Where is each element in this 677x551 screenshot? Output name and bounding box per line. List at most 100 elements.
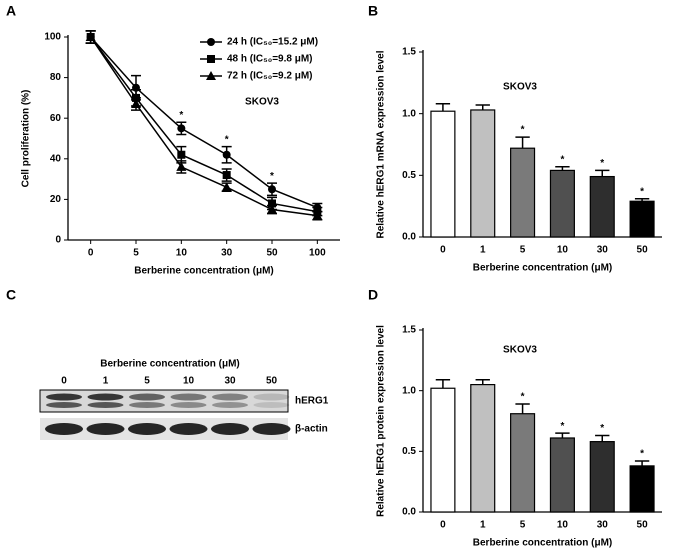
bar xyxy=(510,413,536,513)
marker xyxy=(312,210,323,220)
lane-label: 50 xyxy=(266,376,278,387)
series-line xyxy=(90,36,318,213)
band xyxy=(169,423,208,435)
x-tick-label: 0 xyxy=(88,248,94,259)
x-tick-label: 50 xyxy=(637,245,649,256)
panel-letter: B xyxy=(368,3,378,19)
y-tick-label: 80 xyxy=(50,72,62,83)
significance: * xyxy=(521,125,525,136)
x-tick-label: 1 xyxy=(480,245,486,256)
y-tick-label: 1.5 xyxy=(402,325,416,336)
lane-label: 5 xyxy=(144,376,150,387)
band xyxy=(128,423,166,435)
band xyxy=(45,423,83,435)
band xyxy=(129,402,165,408)
bar xyxy=(470,109,496,238)
band xyxy=(211,423,249,435)
row-label: hERG1 xyxy=(295,396,329,407)
band xyxy=(87,393,124,401)
y-axis-label: Relative hERG1 protein expression level xyxy=(376,325,387,517)
bar xyxy=(629,465,655,513)
significance: * xyxy=(600,423,604,434)
marker xyxy=(177,150,186,159)
error-bar xyxy=(595,434,610,442)
y-tick-label: 0.5 xyxy=(402,446,416,457)
x-tick-label: 1 xyxy=(480,520,486,531)
marker xyxy=(85,32,96,41)
error-bar xyxy=(634,460,650,466)
y-tick-label: 60 xyxy=(50,113,62,124)
lane-label: 0 xyxy=(61,376,67,387)
x-tick-label: 0 xyxy=(440,245,446,256)
error-bar xyxy=(435,103,451,112)
x-tick-label: 30 xyxy=(597,520,609,531)
x-tick-label: 10 xyxy=(176,248,188,259)
x-tick-label: 100 xyxy=(309,248,326,259)
x-tick-label: 0 xyxy=(440,520,446,531)
marker xyxy=(177,124,186,133)
marker xyxy=(207,38,215,46)
band xyxy=(87,402,124,408)
legend-label: 24 h (IC₅₀=15.2 μM) xyxy=(227,37,318,48)
band xyxy=(252,423,291,435)
bar xyxy=(430,110,456,238)
panel-letter: D xyxy=(368,287,378,303)
legend-label: 48 h (IC₅₀=9.8 μM) xyxy=(227,54,313,65)
significance: * xyxy=(179,110,183,121)
series-line xyxy=(90,36,318,209)
y-tick-label: 0 xyxy=(55,235,61,246)
band xyxy=(253,402,290,408)
blot-panel: C Berberine concentration (μM) xyxy=(6,287,289,440)
lane-label: 10 xyxy=(183,376,195,387)
marker xyxy=(268,199,276,208)
error-bar xyxy=(634,198,650,202)
annotation: SKOV3 xyxy=(503,82,537,93)
error-bar xyxy=(435,378,451,389)
error-bar xyxy=(515,403,530,414)
band xyxy=(86,423,125,435)
significance: * xyxy=(560,421,564,432)
marker xyxy=(176,161,187,171)
y-tick-label: 100 xyxy=(44,32,61,43)
bar xyxy=(470,384,496,513)
error-bar xyxy=(555,432,570,438)
error-bar xyxy=(475,378,490,385)
bar xyxy=(549,437,575,513)
panel-letter: C xyxy=(6,287,16,303)
x-tick-label: 5 xyxy=(520,245,526,256)
marker xyxy=(131,98,141,108)
x-tick-label: 10 xyxy=(557,520,569,531)
error-bar xyxy=(515,136,530,149)
x-axis-label: Berberine concentration (μM) xyxy=(473,538,612,549)
panel-letter: A xyxy=(6,3,16,19)
marker xyxy=(221,182,232,192)
bar xyxy=(510,147,536,238)
band xyxy=(129,393,165,401)
marker xyxy=(222,150,231,159)
y-axis-label: Cell proliferation (%) xyxy=(21,90,32,188)
x-tick-label: 30 xyxy=(221,248,233,259)
x-tick-label: 50 xyxy=(637,520,649,531)
y-axis-label: Relative hERG1 mRNA expression level xyxy=(376,50,387,238)
y-tick-label: 20 xyxy=(50,194,62,205)
bar xyxy=(589,175,615,238)
significance: * xyxy=(521,392,525,403)
annotation: SKOV3 xyxy=(503,345,537,356)
x-axis-label: Berberine concentration (μM) xyxy=(134,266,273,277)
x-tick-label: 5 xyxy=(520,520,526,531)
blot-strip xyxy=(39,389,289,413)
y-tick-label: 0.0 xyxy=(402,232,416,243)
bar xyxy=(629,200,655,238)
x-tick-label: 50 xyxy=(266,248,278,259)
legend-label: 72 h (IC₅₀=9.2 μM) xyxy=(227,71,313,82)
y-tick-label: 1.5 xyxy=(402,47,416,58)
series-line xyxy=(90,36,318,217)
y-tick-label: 0.5 xyxy=(402,170,416,181)
band xyxy=(253,393,290,401)
y-tick-label: 0.0 xyxy=(402,507,416,518)
marker xyxy=(222,171,231,180)
band xyxy=(170,402,207,408)
band xyxy=(170,393,207,401)
marker xyxy=(267,204,277,214)
